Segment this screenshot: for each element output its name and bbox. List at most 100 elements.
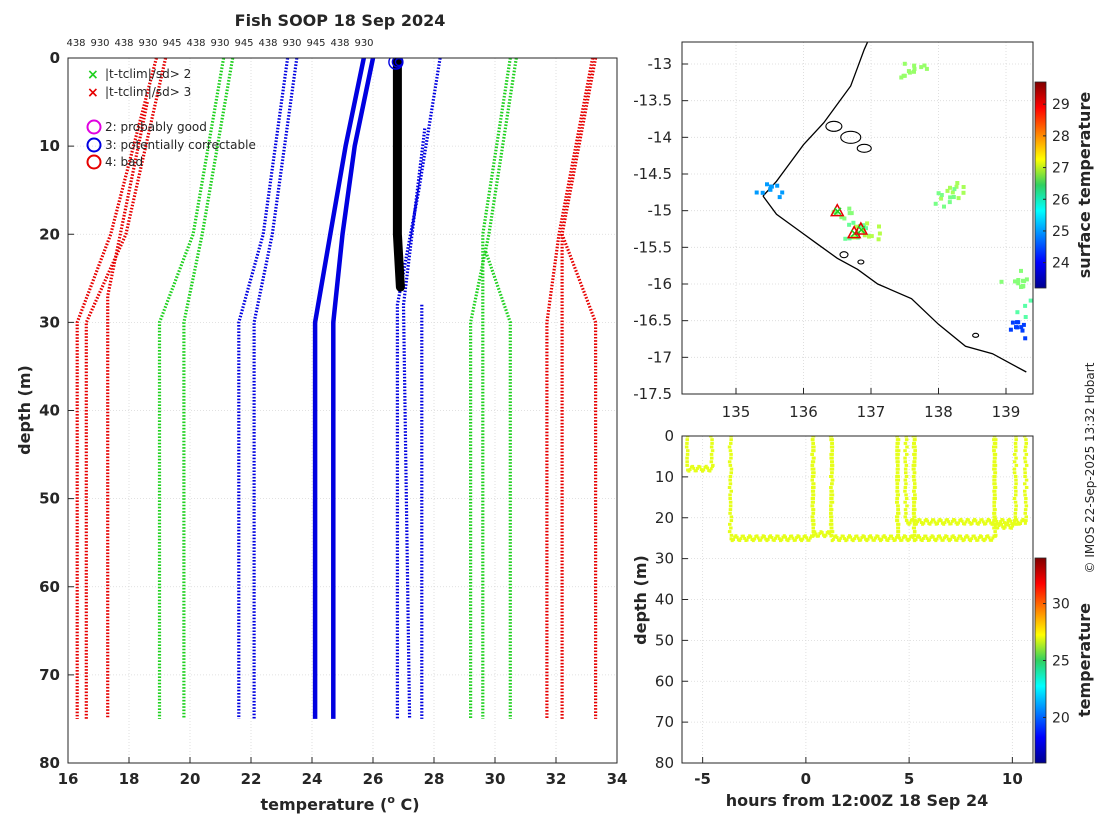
timeseries-point xyxy=(829,438,833,442)
y-tick-label: -13 xyxy=(648,55,673,73)
timeseries-point xyxy=(812,445,816,449)
timeseries-point xyxy=(1024,478,1029,482)
timeseries-point xyxy=(992,438,996,442)
timeseries-point xyxy=(811,441,815,445)
timeseries-point xyxy=(997,524,1001,527)
timeseries-point xyxy=(950,519,954,523)
island xyxy=(825,120,843,132)
colorbar-tick-label: 25 xyxy=(1052,224,1070,240)
timeseries-point xyxy=(997,522,1001,526)
credit-text: © IMOS 22-Sep-2025 13:32 Hobart xyxy=(1083,362,1097,573)
legend-label: 2: probably good xyxy=(105,120,207,134)
timeseries-point xyxy=(993,534,997,538)
timeseries-point xyxy=(830,478,835,482)
timeseries-point xyxy=(896,534,900,538)
timeseries-point xyxy=(959,534,963,538)
timeseries-point xyxy=(820,531,824,535)
observation-cell xyxy=(1010,320,1015,325)
y-tick-label: 40 xyxy=(655,591,674,609)
timeseries-point xyxy=(829,436,834,438)
timeseries-point xyxy=(903,460,907,464)
timeseries-point xyxy=(985,519,989,523)
timeseries-point xyxy=(913,452,917,456)
observation-cell xyxy=(1035,308,1039,312)
timeseries-point xyxy=(962,538,966,542)
timeseries-point xyxy=(810,489,815,493)
timeseries-point xyxy=(1013,500,1018,504)
y-tick-label: -15.5 xyxy=(633,238,672,256)
timeseries-point xyxy=(1011,522,1015,526)
timeseries-point xyxy=(1023,489,1027,493)
timeseries-content xyxy=(684,436,1029,543)
timeseries-point xyxy=(959,517,963,521)
timeseries-point xyxy=(942,522,946,526)
timeseries-point xyxy=(896,508,900,512)
qc-flag-x-green: × xyxy=(832,205,843,220)
timeseries-point xyxy=(841,534,845,538)
timeseries-point xyxy=(1013,511,1018,515)
timeseries-point xyxy=(687,469,691,473)
observation-cell xyxy=(876,237,881,242)
timeseries-point xyxy=(729,489,733,493)
timeseries-point xyxy=(826,530,830,534)
y-tick-label: 20 xyxy=(39,225,60,243)
timeseries-point xyxy=(1002,521,1006,525)
timeseries-point xyxy=(1005,521,1009,525)
timeseries-point xyxy=(904,511,908,515)
observation-cell xyxy=(1023,336,1028,341)
observation-cell xyxy=(1015,320,1019,325)
timeseries-point xyxy=(811,508,816,512)
timeseries-point xyxy=(811,526,815,530)
observation-cell xyxy=(947,200,952,205)
timeseries-point xyxy=(905,452,909,456)
top-label: 930 xyxy=(354,38,373,49)
series-line-clim+1sd-a xyxy=(395,58,442,719)
timeseries-point xyxy=(895,489,899,493)
timeseries-point xyxy=(729,515,734,519)
timeseries-point xyxy=(904,497,909,500)
timeseries-point xyxy=(829,515,834,519)
top-label: 930 xyxy=(90,38,109,49)
observation-cell xyxy=(754,190,759,195)
observation-cell xyxy=(1016,278,1021,282)
timeseries-point xyxy=(993,530,997,534)
timeseries-point xyxy=(811,511,816,515)
observation-cell xyxy=(1039,308,1043,312)
legend-marker-x-green: × xyxy=(87,67,99,83)
timeseries-point xyxy=(706,466,709,470)
timeseries-point xyxy=(1007,517,1011,521)
timeseries-point xyxy=(978,520,982,524)
timeseries-point xyxy=(1014,436,1018,438)
timeseries-point xyxy=(691,464,695,468)
timeseries-point xyxy=(1024,497,1028,500)
timeseries-point xyxy=(1015,518,1019,522)
timeseries-point xyxy=(829,445,834,449)
timeseries-point xyxy=(1012,497,1017,500)
observation-cell xyxy=(1028,298,1033,303)
timeseries-point xyxy=(874,536,877,540)
timeseries-point xyxy=(741,534,745,538)
timeseries-point xyxy=(904,438,909,442)
top-label: 945 xyxy=(162,38,181,49)
timeseries-point xyxy=(903,515,907,519)
timeseries-point xyxy=(992,482,996,486)
timeseries-point xyxy=(895,486,900,489)
timeseries-point xyxy=(1011,524,1015,528)
timeseries-point xyxy=(970,537,974,541)
timeseries-point xyxy=(830,530,835,534)
timeseries-point xyxy=(993,471,998,475)
timeseries-point xyxy=(790,534,794,538)
timeseries-point xyxy=(895,471,900,475)
timeseries-ylabel: depth (m) xyxy=(631,555,650,645)
timeseries-point xyxy=(920,539,924,542)
timeseries-point xyxy=(949,522,953,526)
observation-cell xyxy=(1021,284,1026,289)
timeseries-point xyxy=(895,500,899,504)
timeseries-point xyxy=(912,478,917,482)
x-tick-label: 139 xyxy=(992,403,1021,421)
timeseries-point xyxy=(913,493,917,497)
timeseries-point xyxy=(904,535,908,539)
timeseries-point xyxy=(759,538,763,542)
timeseries-point xyxy=(728,493,732,497)
observation-cell xyxy=(1034,311,1038,315)
